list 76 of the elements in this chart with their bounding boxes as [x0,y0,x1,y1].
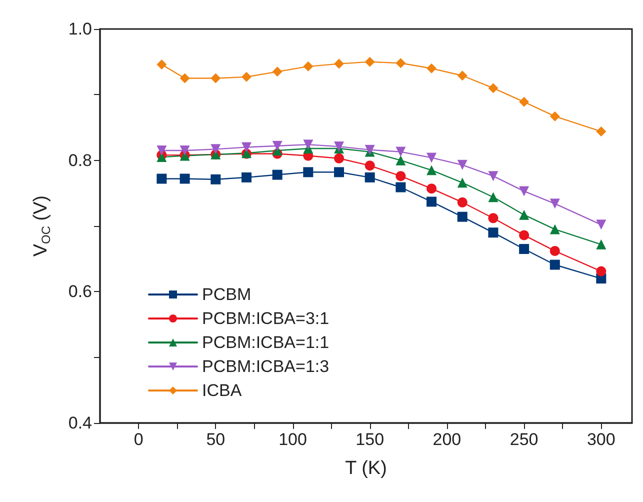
point [364,172,375,182]
legend-label: PCBM:ICBA=3:1 [202,309,330,328]
point [303,167,314,178]
point [241,142,252,152]
point [396,182,406,192]
point [303,61,314,72]
point [396,171,406,182]
legend-label: ICBA [202,381,242,400]
point [210,144,221,154]
point [156,145,167,156]
point [364,56,375,67]
point [457,178,468,188]
point [596,220,606,230]
x-axis-title: T (K) [345,458,387,479]
point [180,145,190,156]
x-tick-label: 0 [134,430,144,449]
point [488,192,498,202]
point [334,153,344,164]
point [180,73,190,84]
y-tick-label: 0.4 [68,414,92,432]
legend-label: PCBM [202,285,252,304]
point [519,210,530,220]
point [519,230,530,240]
legend-label: PCBM:ICBA=1:3 [202,357,330,376]
point [426,152,437,163]
point [550,198,560,209]
point [488,213,498,224]
point [241,172,252,182]
point [457,70,468,81]
x-tick-label: 50 [206,430,226,449]
point [519,244,530,254]
point [396,155,406,166]
point [550,246,560,256]
point [241,72,252,82]
x-tick-label: 200 [432,430,462,449]
point [596,239,606,250]
point [426,184,437,194]
x-tick-label: 100 [278,430,307,449]
point [426,196,437,207]
point [519,96,530,107]
point [156,174,167,184]
point [334,167,344,178]
point [519,186,530,196]
point [426,165,437,176]
point [488,171,498,182]
point [426,63,437,74]
point [457,160,468,170]
point [272,170,282,180]
point [334,58,344,69]
point [210,174,221,184]
point [550,260,560,270]
point [396,58,406,68]
point [550,224,560,234]
x-tick-label: 150 [356,430,384,449]
point [488,228,498,238]
point [457,212,468,222]
y-axis-title: VOC (V) [30,195,53,257]
point [396,146,406,157]
point [596,266,606,276]
x-tick-label: 300 [586,430,616,449]
point [364,160,375,171]
y-tick-label: 1.0 [68,20,92,38]
legend-label: PCBM:ICBA=1:1 [202,333,330,352]
point [272,140,282,151]
point [180,174,190,184]
point [596,126,606,136]
point [210,73,221,84]
point [550,111,560,122]
y-tick-label: 0.8 [68,150,92,170]
point [272,66,282,77]
point [488,83,498,94]
point [457,197,468,208]
y-tick-label: 0.6 [68,282,92,302]
point [303,140,314,150]
point [156,59,167,70]
x-tick-label: 250 [510,430,538,449]
